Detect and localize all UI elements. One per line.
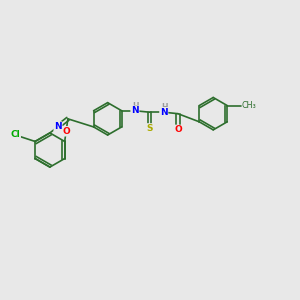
- Text: N: N: [160, 108, 168, 117]
- Text: S: S: [146, 124, 153, 133]
- Text: CH₃: CH₃: [242, 101, 257, 110]
- Text: O: O: [174, 125, 182, 134]
- Text: H: H: [161, 103, 167, 112]
- Text: Cl: Cl: [11, 130, 20, 139]
- Text: N: N: [131, 106, 139, 115]
- Text: O: O: [62, 127, 70, 136]
- Text: N: N: [54, 122, 62, 131]
- Text: H: H: [132, 101, 139, 110]
